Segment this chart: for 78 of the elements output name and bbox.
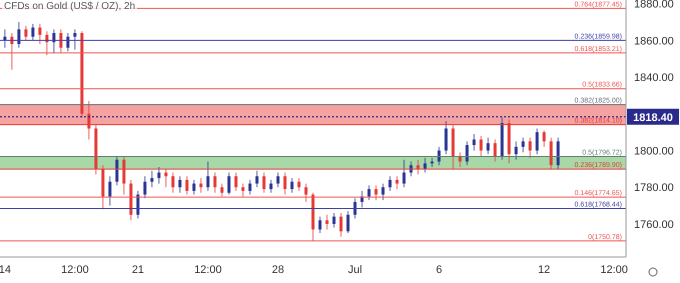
candlestick xyxy=(402,159,406,188)
candlestick xyxy=(185,176,188,195)
x-tick-label: Jul xyxy=(348,264,362,276)
x-tick-label: 6 xyxy=(436,264,442,276)
y-tick-label: 1880.00 xyxy=(634,0,674,11)
candlestick xyxy=(136,190,140,219)
x-tick-label: 12:00 xyxy=(61,264,89,276)
candlestick xyxy=(108,176,112,206)
candlestick xyxy=(31,23,34,41)
candlestick xyxy=(304,183,308,202)
candlestick xyxy=(157,166,160,184)
candlestick xyxy=(480,135,483,156)
candlestick xyxy=(17,22,20,48)
candlestick xyxy=(528,137,532,158)
candlestick xyxy=(241,183,244,197)
candlestick xyxy=(262,172,266,194)
candlestick xyxy=(269,180,272,194)
candlestick xyxy=(178,176,182,194)
candlestick xyxy=(326,214,329,230)
chart-title: CFDs on Gold (US$ / OZ), 2h xyxy=(2,1,138,12)
candlestick xyxy=(424,157,427,173)
y-tick-label: 1840.00 xyxy=(634,72,674,84)
candlestick xyxy=(438,146,441,166)
y-tick-label: 1800.00 xyxy=(634,145,674,158)
candlestick xyxy=(227,172,230,195)
candlestick xyxy=(213,172,216,194)
candlestick xyxy=(396,176,399,190)
candlestick xyxy=(472,134,476,151)
candlestick xyxy=(38,23,42,44)
candlestick xyxy=(346,210,350,234)
candlestick xyxy=(234,172,238,192)
x-tick-label: 14 xyxy=(0,264,12,276)
candlestick xyxy=(297,178,300,192)
y-tick-label: 1780.00 xyxy=(634,182,674,194)
candlestick xyxy=(115,156,118,186)
candlestick xyxy=(444,120,448,155)
candlestick xyxy=(374,185,378,200)
candlestick xyxy=(536,128,539,155)
candlestick xyxy=(255,170,258,188)
candlestick xyxy=(340,212,343,238)
candlestick xyxy=(283,172,286,195)
candlestick xyxy=(220,183,224,197)
candlestick xyxy=(354,198,357,219)
candlestick xyxy=(59,28,62,54)
candlestick xyxy=(276,172,280,188)
x-tick-label: 12 xyxy=(538,264,550,276)
candlestick xyxy=(430,157,434,168)
candlestick xyxy=(466,140,469,166)
candlestick xyxy=(24,25,28,41)
candlestick xyxy=(486,137,490,155)
candlestick xyxy=(388,176,392,192)
candlestick xyxy=(514,140,518,160)
x-tick-label: 28 xyxy=(272,264,284,276)
y-tick-label: 1760.00 xyxy=(634,218,674,231)
candlestick xyxy=(522,137,525,153)
x-tick-label: 12:00 xyxy=(600,264,628,276)
candlestick xyxy=(3,28,6,48)
candlestick xyxy=(494,139,497,162)
candlestick xyxy=(248,180,252,195)
candlestick xyxy=(332,212,336,228)
candlestick xyxy=(199,178,202,194)
candlestick xyxy=(192,180,196,195)
y-tick-label: 1860.00 xyxy=(634,35,674,48)
candlestick xyxy=(143,176,146,199)
candlestick xyxy=(73,28,76,50)
candlestick xyxy=(556,137,560,170)
x-tick-label: 12:00 xyxy=(194,264,222,276)
candlestick xyxy=(318,216,322,234)
candlestick xyxy=(368,185,371,200)
x-tick-label: 21 xyxy=(132,264,144,276)
candlestick xyxy=(542,130,546,148)
candlestick xyxy=(382,183,385,200)
candlestick xyxy=(150,170,154,188)
candlestick xyxy=(206,161,210,192)
candlestick xyxy=(290,178,294,194)
candlestick xyxy=(171,172,174,194)
ref-line-label: 1818.40 xyxy=(633,112,673,124)
candlestick xyxy=(66,32,70,52)
